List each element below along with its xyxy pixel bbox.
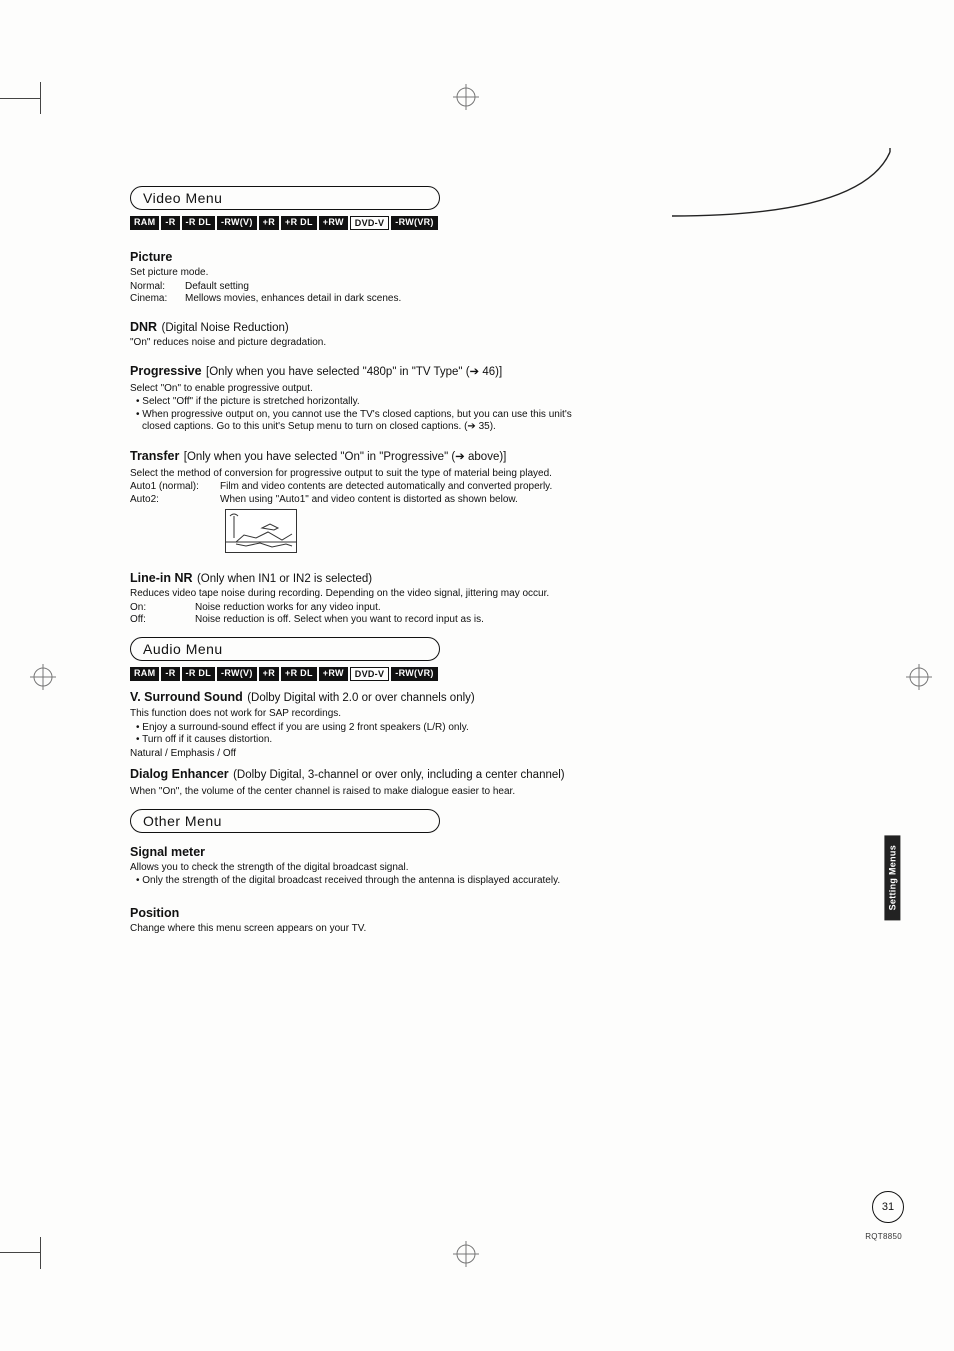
section-title: Other Menu [143,813,222,829]
linein-off-label: Off: [130,614,195,627]
picture-title: Picture [130,250,172,264]
disc-badge-plus-rw: +RW [319,216,348,230]
linein-block: Line-in NR (Only when IN1 or IN2 is sele… [130,569,600,627]
dnr-suffix: (Digital Noise Reduction) [162,322,289,334]
transfer-auto1-label: Auto1 (normal): [130,481,220,494]
progressive-b2: When progressive output on, you cannot u… [142,409,600,434]
progressive-l1: Select "On" to enable progressive output… [130,383,600,396]
vsurround-title: V. Surround Sound [130,690,243,704]
dialog-suffix: (Dolby Digital, 3-channel or over only, … [233,769,565,781]
picture-normal-text: Default setting [185,281,655,294]
linein-title: Line-in NR [130,571,193,585]
transfer-desc: Select the method of conversion for prog… [130,468,600,481]
transfer-auto1-text: Film and video contents are detected aut… [220,481,600,494]
section-title: Audio Menu [143,641,223,657]
signal-block: Signal meter Allows you to check the str… [130,843,600,888]
disc-badge-plus-r: +R [259,216,279,230]
transfer-suffix: [Only when you have selected "On" in "Pr… [184,451,507,463]
video-menu-header: Video Menu [130,186,440,210]
disc-badge-plus-r-dl: +R DL [281,216,317,230]
side-tab-label: Setting Menus [884,835,900,920]
position-block: Position Change where this menu screen a… [130,904,600,936]
section-title: Video Menu [143,190,222,206]
position-title: Position [130,906,179,920]
doc-id: RQT8850 [865,1232,902,1241]
disc-badge-minus-r: -R [161,667,179,681]
linein-suffix: (Only when IN1 or IN2 is selected) [197,573,372,585]
crop-circle-bottom [453,1241,479,1267]
other-menu-header: Other Menu [130,809,440,833]
signal-l1: Allows you to check the strength of the … [130,862,600,875]
picture-block: Picture Set picture mode. Normal: Defaul… [130,248,655,306]
audio-menu-header: Audio Menu [130,637,440,661]
disc-badge-minus-rw-v: -RW(V) [217,216,257,230]
signal-b1: Only the strength of the digital broadca… [142,875,600,888]
dialog-block: Dialog Enhancer (Dolby Digital, 3-channe… [130,764,600,798]
vsurround-l1: This function does not work for SAP reco… [130,708,600,721]
disc-badges-audio: RAM -R -R DL -RW(V) +R +R DL +RW DVD-V -… [130,667,655,681]
disc-badge-dvd-v: DVD-V [350,216,390,230]
guide-line [40,82,41,114]
disc-badge-minus-r-dl: -R DL [182,216,216,230]
vsurround-l2: Natural / Emphasis / Off [130,748,600,761]
vsurround-suffix: (Dolby Digital with 2.0 or over channels… [247,692,475,704]
disc-badge-ram: RAM [130,667,159,681]
vsurround-b1: Enjoy a surround-sound effect if you are… [142,722,600,735]
content-column: Video Menu RAM -R -R DL -RW(V) +R +R DL … [130,186,655,935]
dnr-title: DNR [130,320,157,334]
position-desc: Change where this menu screen appears on… [130,923,600,936]
crop-circle-left [30,664,56,690]
crop-circle-right [906,664,932,690]
linein-on-label: On: [130,602,195,615]
disc-badge-dvd-v: DVD-V [350,667,390,681]
disc-badge-minus-rw-vr: -RW(VR) [391,667,437,681]
disc-badge-minus-r-dl: -R DL [182,667,216,681]
disc-badge-plus-rw: +RW [319,667,348,681]
progressive-block: Progressive [Only when you have selected… [130,361,600,434]
page-corner-arc [672,148,892,218]
progressive-suffix: [Only when you have selected "480p" in "… [206,366,502,378]
vsurround-b2: Turn off if it causes distortion. [142,734,600,747]
crop-circle-top [453,84,479,110]
linein-desc: Reduces video tape noise during recordin… [130,588,600,601]
guide-line [0,98,40,99]
dialog-desc: When "On", the volume of the center chan… [130,786,600,799]
progressive-b1: Select "Off" if the picture is stretched… [142,396,600,409]
picture-desc: Set picture mode. [130,267,655,280]
vsurround-block: V. Surround Sound (Dolby Digital with 2.… [130,687,600,761]
dnr-desc: "On" reduces noise and picture degradati… [130,337,655,350]
linein-on-text: Noise reduction works for any video inpu… [195,602,600,615]
dnr-block: DNR (Digital Noise Reduction) "On" reduc… [130,318,655,350]
picture-normal-label: Normal: [130,281,185,294]
distortion-diagram [225,509,297,553]
disc-badge-ram: RAM [130,216,159,230]
disc-badge-minus-r: -R [161,216,179,230]
transfer-block: Transfer [Only when you have selected "O… [130,446,600,553]
disc-badges: RAM -R -R DL -RW(V) +R +R DL +RW DVD-V -… [130,216,655,230]
transfer-auto2-text: When using "Auto1" and video content is … [220,494,600,507]
transfer-title: Transfer [130,449,179,463]
page-root: Setting Menus 31 RQT8850 Video Menu RAM … [0,0,954,1351]
guide-line [40,1237,41,1269]
picture-cinema-text: Mellows movies, enhances detail in dark … [185,293,655,306]
disc-badge-plus-r-dl: +R DL [281,667,317,681]
dialog-title: Dialog Enhancer [130,767,229,781]
guide-line [0,1252,40,1253]
signal-title: Signal meter [130,845,205,859]
page-number: 31 [872,1191,904,1223]
page-number-text: 31 [882,1201,894,1213]
linein-off-text: Noise reduction is off. Select when you … [195,614,600,627]
disc-badge-minus-rw-vr: -RW(VR) [391,216,437,230]
disc-badge-plus-r: +R [259,667,279,681]
transfer-auto2-label: Auto2: [130,494,220,507]
progressive-title: Progressive [130,364,202,378]
picture-cinema-label: Cinema: [130,293,185,306]
disc-badge-minus-rw-v: -RW(V) [217,667,257,681]
